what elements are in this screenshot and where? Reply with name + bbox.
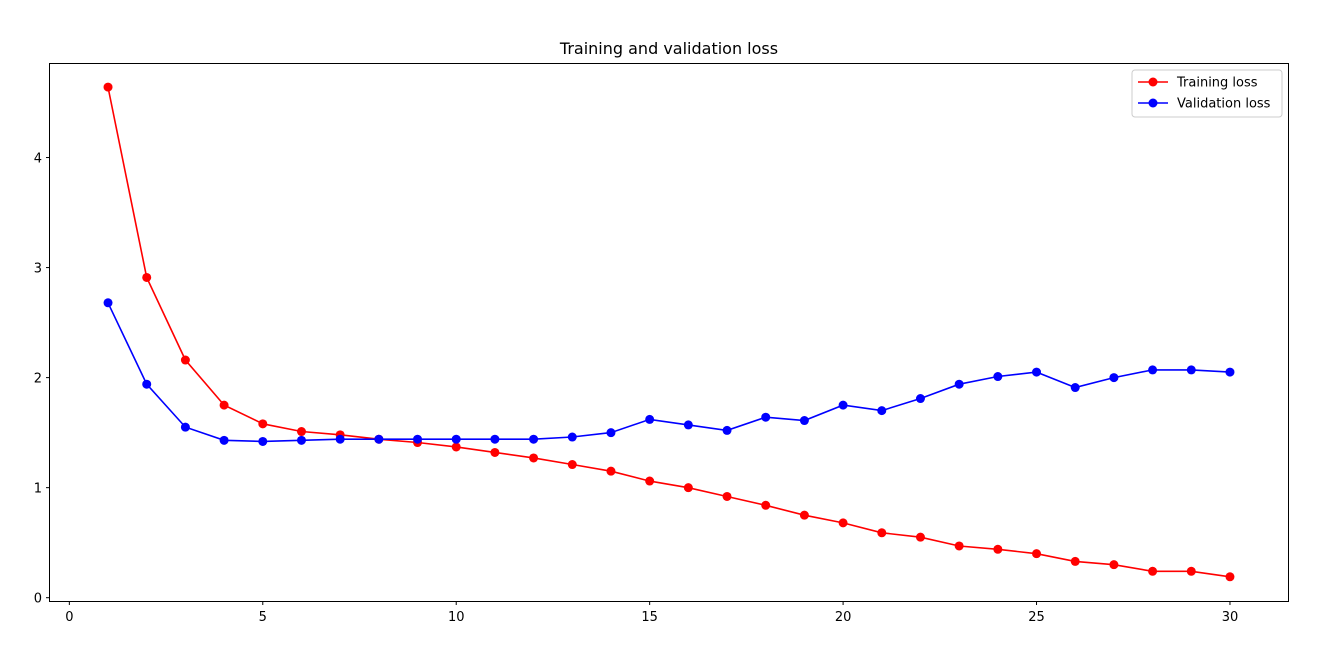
y-tick-label: 0 (34, 592, 42, 607)
training-loss-point (761, 500, 771, 510)
x-tick-label: 15 (641, 610, 658, 625)
training-loss-point (799, 510, 809, 520)
validation-loss-point (1148, 365, 1158, 375)
plot-frame (49, 63, 1289, 602)
validation-loss-point (1032, 367, 1042, 377)
training-loss-point (180, 355, 190, 365)
legend: Training loss Validation loss (1131, 69, 1283, 118)
x-tick-label: 5 (259, 610, 267, 625)
training-loss-point (683, 483, 693, 493)
training-loss-point (1032, 549, 1042, 559)
validation-loss-point (413, 434, 423, 444)
validation-loss-point (451, 434, 461, 444)
validation-loss-point (529, 434, 539, 444)
training-loss-point (954, 541, 964, 551)
x-tick-label: 20 (835, 610, 852, 625)
chart-title: Training and validation loss (559, 39, 778, 58)
training-loss-point (1070, 556, 1080, 566)
validation-loss-point (799, 416, 809, 426)
validation-loss-point (1070, 383, 1080, 393)
validation-loss-point (103, 298, 113, 308)
validation-loss-point (219, 435, 229, 445)
validation-loss-point (258, 436, 268, 446)
training-loss-point (1109, 560, 1119, 570)
training-loss-point (877, 528, 887, 538)
legend-label-validation-loss: Validation loss (1177, 97, 1271, 112)
training-loss-point (993, 544, 1003, 554)
validation-loss-point (877, 406, 887, 416)
training-loss-point (258, 419, 268, 429)
training-loss-point (915, 532, 925, 542)
plot-axes: 0 5 10 15 20 25 30 0 1 2 3 4 (34, 152, 1239, 625)
legend-label-training-loss: Training loss (1176, 76, 1258, 91)
validation-loss-point (1225, 367, 1235, 377)
validation-loss-point (683, 420, 693, 430)
validation-loss-point (490, 434, 500, 444)
y-tick-label: 1 (34, 482, 42, 497)
validation-loss-point (180, 422, 190, 432)
validation-loss-point (954, 379, 964, 389)
validation-loss-point (374, 434, 384, 444)
validation-loss-point (838, 400, 848, 410)
training-loss-point (838, 518, 848, 528)
training-loss-point (1148, 566, 1158, 576)
validation-loss-point (645, 414, 655, 424)
validation-loss-point (335, 434, 345, 444)
training-loss-point (142, 272, 152, 282)
legend-marker-training-loss (1148, 77, 1158, 87)
validation-loss-point (761, 412, 771, 422)
x-tick-label: 30 (1222, 610, 1239, 625)
training-loss-point (451, 442, 461, 452)
validation-loss-point (915, 394, 925, 404)
validation-loss-point (722, 425, 732, 435)
training-loss-point (1225, 572, 1235, 582)
x-tick-label: 10 (448, 610, 465, 625)
training-loss-point (490, 447, 500, 457)
validation-loss-point (142, 379, 152, 389)
training-loss-point (645, 476, 655, 486)
training-loss-line (107, 86, 1231, 578)
validation-loss-point (993, 372, 1003, 382)
training-loss-point (567, 460, 577, 470)
y-tick-label: 2 (34, 372, 42, 387)
training-loss-point (219, 400, 229, 410)
training-loss-point (606, 466, 616, 476)
x-tick-label: 0 (65, 610, 73, 625)
training-loss-point (722, 491, 732, 501)
training-loss-point (529, 453, 539, 463)
legend-box (1131, 69, 1283, 118)
training-loss-point (296, 427, 306, 437)
validation-loss-point (567, 432, 577, 442)
validation-loss-point (1186, 365, 1196, 375)
series-layer (103, 82, 1235, 582)
legend-marker-validation-loss (1148, 98, 1158, 108)
training-loss-point (103, 82, 113, 92)
x-tick-label: 25 (1028, 610, 1045, 625)
validation-loss-line (107, 302, 1231, 443)
y-tick-label: 4 (34, 152, 42, 167)
training-loss-point (1186, 566, 1196, 576)
validation-loss-point (1109, 373, 1119, 383)
y-tick-label: 3 (34, 262, 42, 277)
validation-loss-point (296, 435, 306, 445)
validation-loss-point (606, 428, 616, 438)
